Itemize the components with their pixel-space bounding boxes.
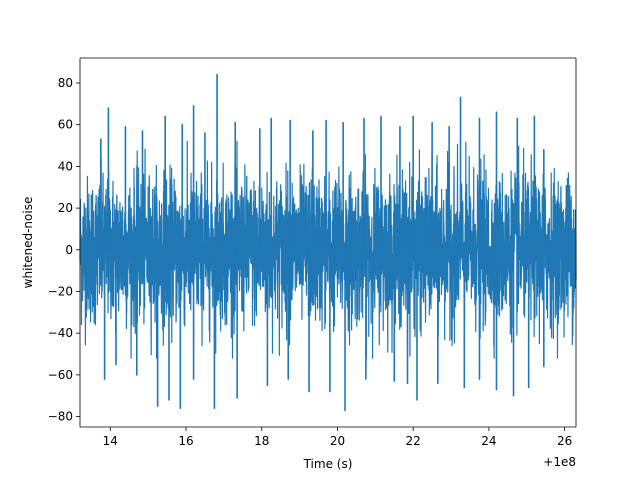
y-tick-label: −40 xyxy=(48,326,73,340)
y-tick-label: −80 xyxy=(48,410,73,424)
axes-frame xyxy=(79,57,577,428)
x-tick-label: 26 xyxy=(557,434,572,448)
x-axis-offset-label: +1e8 xyxy=(543,455,576,469)
x-tick-label: 22 xyxy=(406,434,421,448)
x-axis-label: Time (s) xyxy=(303,457,353,471)
x-tick-label: 14 xyxy=(103,434,118,448)
y-tick-label: −20 xyxy=(48,284,73,298)
y-tick-label: 80 xyxy=(58,76,73,90)
y-tick-label: 0 xyxy=(65,243,73,257)
x-axis-ticks: 14 16 18 20 22 24 26 xyxy=(103,427,572,448)
x-tick-label: 24 xyxy=(481,434,496,448)
x-tick-label: 16 xyxy=(178,434,193,448)
y-tick-label: 20 xyxy=(58,201,73,215)
x-tick-label: 18 xyxy=(254,434,269,448)
y-tick-label: 60 xyxy=(58,118,73,132)
y-tick-label: 40 xyxy=(58,159,73,173)
series-layer xyxy=(79,73,577,412)
y-tick-label: −60 xyxy=(48,368,73,382)
y-axis-ticks: −80 −60 −40 −20 0 20 40 60 80 xyxy=(48,76,80,424)
y-axis-label: whitened-noise xyxy=(21,197,35,289)
plot-area xyxy=(79,58,577,427)
series-line xyxy=(79,140,577,359)
x-tick-label: 20 xyxy=(330,434,345,448)
